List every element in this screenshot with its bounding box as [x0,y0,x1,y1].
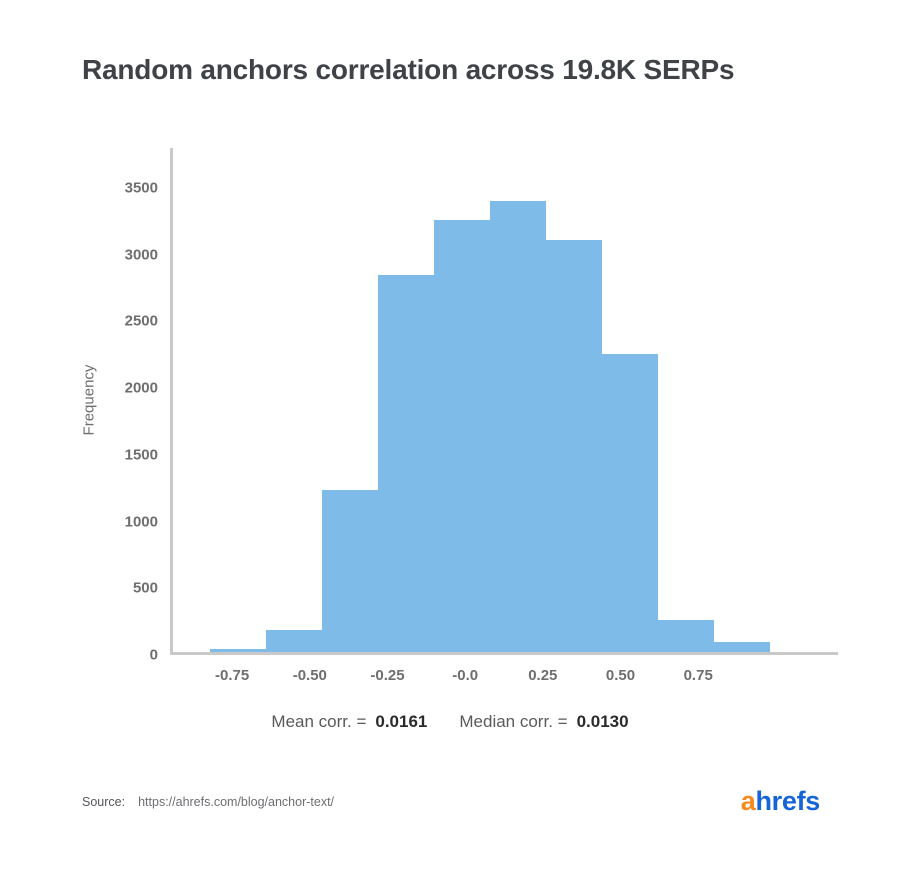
x-tick-label: 0.75 [683,667,713,684]
source-label: Source: [82,794,126,809]
y-tick-label: 0 [149,646,158,664]
histogram-bar [601,353,658,652]
chart-title: Random anchors correlation across 19.8K … [82,54,735,85]
y-tick-label: 1500 [124,446,158,464]
mean-value: 0.0161 [375,712,428,731]
histogram-bar [713,642,770,652]
y-tick-label: 500 [132,579,158,597]
ahrefs-logo: ahrefs [740,786,821,817]
histogram-bar [657,619,714,652]
mean-label: Mean corr. = [271,712,367,731]
y-tick-label: 2000 [124,379,158,397]
y-tick-label: 3500 [124,179,158,197]
histogram-bar [378,274,435,652]
y-tick-label: 1000 [124,513,158,531]
histogram-bar [266,630,323,652]
logo-letter-a: a [740,786,756,816]
median-label: Median corr. = [459,712,568,731]
x-tick-label: -0.25 [370,667,405,684]
median-value: 0.0130 [576,712,629,731]
x-tick-label: -0.50 [292,667,327,684]
y-tick-label: 2500 [124,312,158,330]
histogram-bar [210,649,267,652]
source-url-link[interactable]: https://ahrefs.com/blog/anchor-text/ [138,794,335,809]
histogram-bar [490,201,546,652]
y-axis-label: Frequency [80,364,98,436]
stats-row: Mean corr. = 0.0161 Median corr. = 0.013… [0,712,900,732]
x-tick-label: 0.50 [605,667,636,684]
y-tick-label: 3000 [124,246,158,264]
histogram-bar [545,240,602,652]
y-axis-line [170,148,173,655]
x-tick-label: -0.0 [452,667,479,684]
histogram-bar [434,220,490,652]
histogram-bar [322,489,379,652]
x-tick-label: -0.75 [214,667,250,684]
logo-letters-hrefs: hrefs [755,786,820,816]
footer: Source: https://ahrefs.com/blog/anchor-t… [82,786,820,817]
x-tick-label: 0.25 [528,667,558,684]
x-axis-line [170,652,838,655]
histogram-plot: 0 500 1000 1500 2000 2500 3000 3500 -0.75 -0.50 -0… [125,148,838,684]
